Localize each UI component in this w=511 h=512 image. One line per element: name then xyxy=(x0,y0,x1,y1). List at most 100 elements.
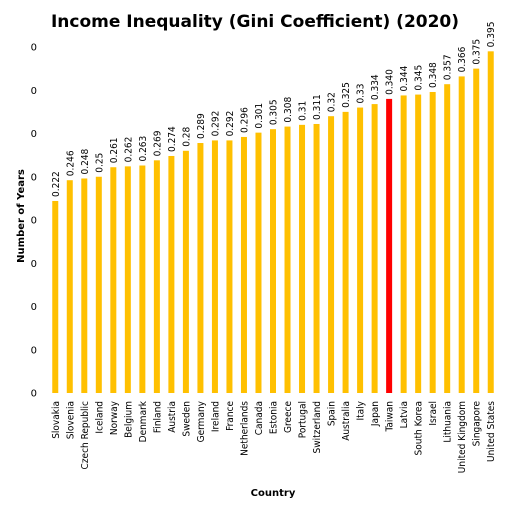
y-tick-label: 0 xyxy=(31,259,37,270)
category-label: Taiwan xyxy=(385,401,396,432)
category-label: Iceland xyxy=(94,401,105,434)
value-label: 0.296 xyxy=(239,107,250,133)
category-label: Australia xyxy=(341,401,352,441)
value-label: 0.292 xyxy=(225,111,236,137)
y-axis-ticks: 0 0 0 0 0 0 0 0 0 xyxy=(31,43,37,400)
category-labels: Slovakia Slovenia Czech Republic Iceland Nor… xyxy=(51,400,497,473)
bar-austria xyxy=(168,155,175,393)
bar-norway xyxy=(110,167,117,393)
category-label: Slovenia xyxy=(65,401,76,439)
category-label: Israel xyxy=(428,401,439,426)
category-label: Italy xyxy=(356,400,367,420)
bar-finland xyxy=(153,160,160,393)
value-label: 0.344 xyxy=(399,65,410,91)
category-label: United States xyxy=(486,401,497,462)
bars xyxy=(52,51,494,394)
value-label: 0.325 xyxy=(341,82,352,108)
value-label: 0.262 xyxy=(123,137,134,163)
bar-italy xyxy=(357,107,364,394)
category-label: Greece xyxy=(283,401,294,433)
category-label: Finland xyxy=(152,401,163,433)
value-label: 0.375 xyxy=(472,39,483,65)
bar-south-korea xyxy=(415,94,422,393)
category-label: Norway xyxy=(109,400,120,435)
value-label: 0.32 xyxy=(327,92,338,112)
category-label: Switzerland xyxy=(312,401,323,453)
value-label: 0.33 xyxy=(356,84,367,104)
category-label: Austria xyxy=(167,401,178,433)
bar-singapore xyxy=(473,68,480,393)
value-label: 0.311 xyxy=(312,94,323,120)
bar-estonia xyxy=(270,129,276,394)
category-label: Netherlands xyxy=(239,401,250,456)
y-tick-label: 0 xyxy=(31,302,37,313)
y-tick-label: 0 xyxy=(31,345,37,356)
bar-taiwan xyxy=(386,98,393,394)
bar-sweden xyxy=(182,150,189,393)
bar-united-kingdom xyxy=(458,76,465,393)
category-label: Spain xyxy=(327,401,338,426)
bar-japan xyxy=(371,104,378,393)
value-label: 0.301 xyxy=(254,103,265,129)
value-label: 0.31 xyxy=(298,101,309,121)
value-label: 0.248 xyxy=(80,148,91,174)
bar-iceland xyxy=(95,176,102,393)
y-tick-label: 0 xyxy=(31,172,37,183)
bar-united-states xyxy=(487,51,494,393)
bar-lithuania xyxy=(444,84,451,393)
category-label: Germany xyxy=(196,400,207,442)
category-label: Lithuania xyxy=(443,401,454,443)
category-label: United Kingdom xyxy=(457,401,468,473)
bar-denmark xyxy=(139,165,146,393)
value-label: 0.246 xyxy=(65,150,76,176)
category-label: Ireland xyxy=(210,401,221,432)
category-label: Czech Republic xyxy=(80,401,91,470)
bar-australia xyxy=(342,111,349,393)
value-label: 0.357 xyxy=(443,54,454,80)
value-label: 0.269 xyxy=(152,130,163,156)
category-label: Japan xyxy=(370,401,381,427)
chart-title: Income Inequality (Gini Coefficient) (20… xyxy=(51,12,459,32)
bar-switzerland xyxy=(313,123,320,394)
y-tick-label: 0 xyxy=(31,86,37,97)
bar-portugal xyxy=(299,124,306,393)
category-label: Slovakia xyxy=(51,401,62,439)
bar-france xyxy=(226,140,233,393)
bar-ireland xyxy=(211,140,218,393)
value-label: 0.308 xyxy=(283,97,294,123)
category-label: Portugal xyxy=(298,401,309,438)
value-label: 0.292 xyxy=(210,111,221,137)
value-label: 0.305 xyxy=(269,99,280,125)
category-label: France xyxy=(225,401,236,431)
category-label: Sweden xyxy=(181,401,192,437)
bar-latvia xyxy=(400,95,407,393)
bar-israel xyxy=(429,91,436,393)
value-label: 0.28 xyxy=(181,126,192,146)
value-label: 0.274 xyxy=(167,126,178,152)
y-tick-label: 0 xyxy=(31,129,37,140)
value-label: 0.25 xyxy=(94,153,105,173)
bar-slovenia xyxy=(66,180,73,393)
value-label: 0.345 xyxy=(414,65,425,91)
value-label: 0.334 xyxy=(370,74,381,100)
bar-slovakia xyxy=(52,200,59,393)
value-label: 0.340 xyxy=(385,69,396,95)
category-label: Denmark xyxy=(138,400,149,442)
value-label: 0.263 xyxy=(138,136,149,162)
value-label: 0.261 xyxy=(109,137,120,163)
category-label: Belgium xyxy=(123,401,134,438)
bar-czech-republic xyxy=(81,178,88,393)
x-axis-title: Country xyxy=(251,488,296,499)
bar-netherlands xyxy=(240,136,247,393)
category-label: Estonia xyxy=(269,401,280,434)
y-axis-title: Number of Years xyxy=(16,169,27,263)
bar-greece xyxy=(284,126,291,393)
bar-belgium xyxy=(124,166,131,393)
category-label: Canada xyxy=(254,401,265,435)
value-label: 0.395 xyxy=(486,22,497,48)
value-label: 0.289 xyxy=(196,113,207,139)
category-label: Latvia xyxy=(399,401,410,428)
bar-canada xyxy=(255,132,262,393)
